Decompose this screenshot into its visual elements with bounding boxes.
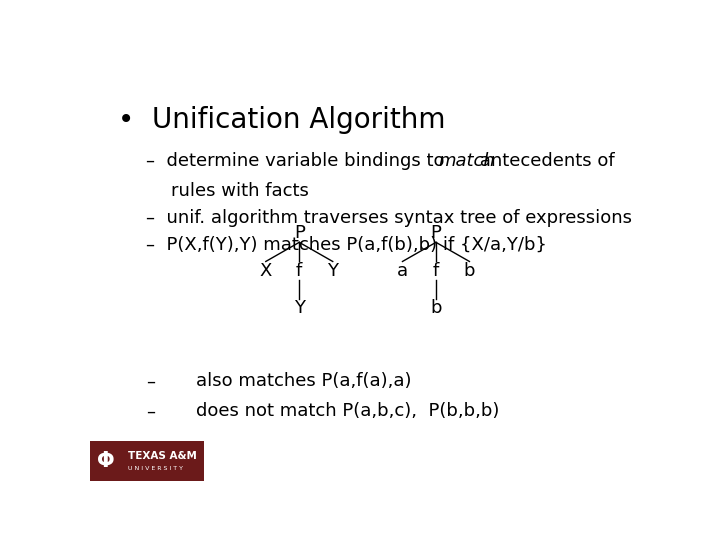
Text: –  determine variable bindings to: – determine variable bindings to (145, 152, 450, 170)
Text: f: f (296, 261, 302, 280)
Text: •  Unification Algorithm: • Unification Algorithm (118, 106, 446, 134)
Text: antecedents of: antecedents of (474, 152, 615, 170)
FancyBboxPatch shape (90, 441, 204, 481)
Text: X: X (260, 261, 272, 280)
Text: also matches P(a,f(a),a): also matches P(a,f(a),a) (196, 373, 412, 390)
Text: P: P (294, 224, 305, 242)
Text: TEXAS A&M: TEXAS A&M (128, 451, 197, 461)
Text: rules with facts: rules with facts (171, 182, 309, 200)
Text: Y: Y (294, 299, 305, 317)
Text: P: P (431, 224, 441, 242)
Text: b: b (464, 261, 475, 280)
Text: does not match P(a,b,c),  P(b,b,b): does not match P(a,b,c), P(b,b,b) (196, 402, 500, 421)
Text: b: b (431, 299, 441, 317)
Text: –: – (145, 402, 155, 421)
Text: a: a (397, 261, 408, 280)
Text: U N I V E R S I T Y: U N I V E R S I T Y (128, 465, 183, 471)
Text: –  unif. algorithm traverses syntax tree of expressions: – unif. algorithm traverses syntax tree … (145, 209, 632, 227)
Text: Y: Y (327, 261, 338, 280)
Text: match: match (438, 152, 495, 170)
Text: Φ: Φ (96, 451, 114, 471)
Text: –  P(X,f(Y),Y) matches P(a,f(b),b) if {X/a,Y/b}: – P(X,f(Y),Y) matches P(a,f(b),b) if {X/… (145, 236, 546, 254)
Text: f: f (433, 261, 439, 280)
Text: –: – (145, 373, 155, 390)
